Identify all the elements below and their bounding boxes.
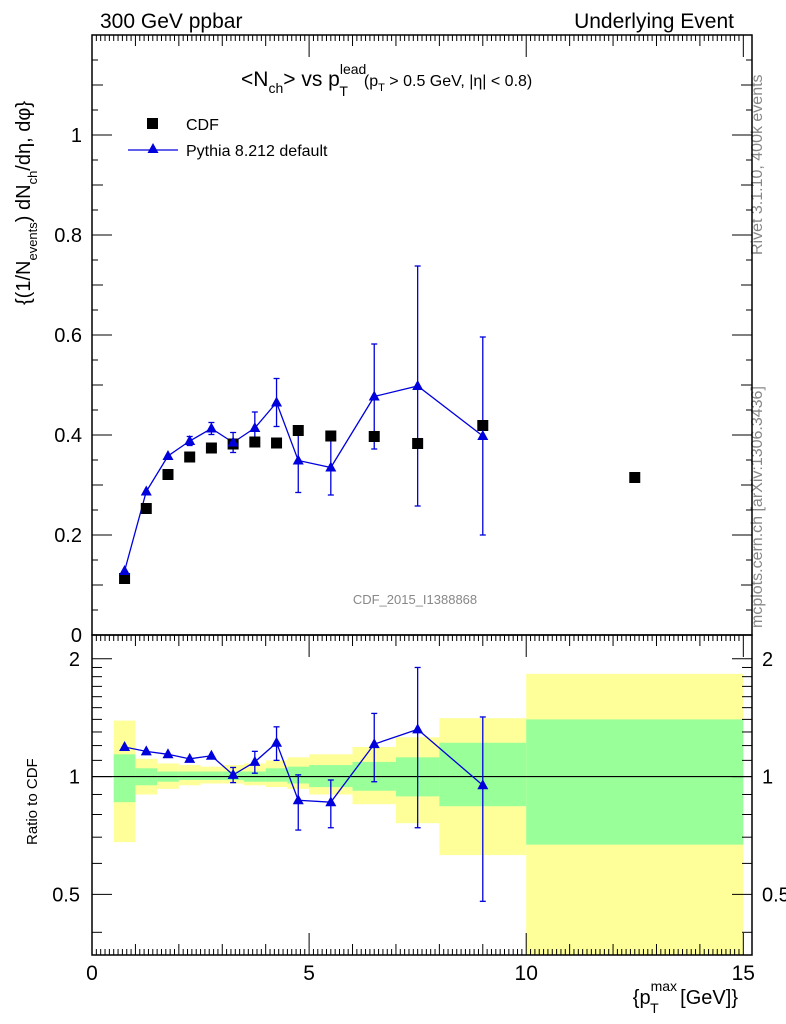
legend-pythia-label: Pythia 8.212 default	[186, 143, 328, 160]
cdf-data-point	[119, 573, 131, 584]
ratio-y-tick-label-right: 1	[762, 767, 773, 789]
pythia-ratio-point	[271, 736, 283, 747]
cdf-uncertainty-band-inner	[113, 754, 136, 803]
pythia-ratio-point	[292, 794, 304, 805]
mcplots-label: mcplots.cern.ch [arXiv:1306.3436]	[749, 386, 766, 628]
cdf-data-point	[477, 420, 489, 431]
pythia-data-point	[184, 435, 196, 445]
legend: CDF Pythia 8.212 default	[128, 117, 328, 160]
ratio-y-tick-label-left: 1	[69, 767, 80, 789]
main-y-tick-label: 0.2	[54, 525, 82, 547]
ratio-panel: 0 5 10 15 0.5 0.5 1 1 2 2 Ratio to CDF {pmax T [Ge…	[24, 634, 786, 1016]
x-tick-label: 5	[303, 962, 315, 985]
pythia-ratio-point	[184, 752, 196, 763]
header-right-text: Underlying Event	[574, 10, 734, 33]
cdf-uncertainty-band-inner	[200, 771, 223, 780]
x-axis-label: {pmax T [GeV]}	[633, 978, 739, 1016]
legend-pythia-triangle-marker	[147, 143, 159, 153]
pythia-ratio-point	[119, 741, 131, 751]
pythia-data-point	[292, 454, 304, 465]
header-left-text: 300 GeV ppbar	[100, 10, 242, 33]
legend-entry-pythia: Pythia 8.212 default	[128, 143, 328, 160]
pythia-data-point	[477, 430, 489, 440]
main-y-tick-label: 0.4	[54, 425, 82, 447]
ratio-y-tick-label-right: 2	[762, 649, 773, 671]
pythia-data-point	[271, 396, 283, 407]
pythia-data-point	[162, 450, 174, 460]
main-y-tick-label: 0	[71, 625, 82, 647]
pythia-ratio-point	[227, 768, 239, 779]
main-plot-title: <Nch> vs plead T(pT > 0.5 GeV, |η| < 0.8)	[241, 61, 532, 99]
x-tick-label: 0	[86, 962, 98, 985]
pythia-data-point	[140, 485, 152, 496]
cdf-data-point	[629, 472, 641, 483]
pythia-data-point	[205, 422, 217, 433]
pythia-ratio-point	[205, 749, 217, 760]
main-axis-ticks: 0 0.2 0.4 0.6 0.8 1	[54, 34, 752, 647]
cdf-data-point	[162, 469, 174, 480]
pythia-ratio-point	[368, 738, 380, 749]
legend-entry-cdf: CDF	[147, 117, 219, 134]
pythia-ratio-point	[325, 796, 337, 807]
main-y-tick-label: 1	[71, 125, 82, 147]
main-y-tick-label: 0.6	[54, 325, 82, 347]
pythia-data-point	[119, 565, 131, 575]
pythia-ratio-point	[249, 755, 261, 766]
cdf-uncertainty-band-inner	[265, 768, 288, 782]
cdf-uncertainty-band-inner	[526, 719, 744, 845]
x-tick-label: 10	[515, 962, 538, 985]
cdf-data-point	[271, 437, 283, 449]
cdf-data-point	[205, 442, 217, 454]
ratio-y-tick-label-right: 0.5	[762, 884, 786, 906]
ratio-plot-content	[92, 666, 752, 955]
ratio-y-tick-label-left: 2	[69, 649, 80, 671]
pythia-ratio-point	[412, 723, 424, 734]
legend-cdf-square-marker	[147, 118, 158, 129]
pythia-ratio-point	[162, 748, 174, 759]
cdf-data-point	[249, 436, 261, 448]
cdf-uncertainty-band-inner	[178, 771, 201, 780]
main-y-axis-label: {(1/Nevents) dNch/dη, dφ}	[13, 101, 40, 305]
cdf-data-point	[368, 431, 380, 442]
ratio-y-axis-label: Ratio to CDF	[24, 758, 41, 845]
ratio-axis-ticks: 0 5 10 15 0.5 0.5 1 1 2 2	[52, 635, 786, 985]
cdf-data-point	[412, 438, 424, 449]
pythia-data-point	[368, 390, 380, 401]
cdf-data-point	[292, 425, 304, 436]
cdf-data-point	[184, 451, 196, 463]
cdf-data-point	[140, 503, 152, 514]
cdf-data-point	[325, 430, 337, 442]
pythia-data-point	[412, 380, 424, 390]
pythia-data-point	[227, 436, 239, 447]
pythia-data-point	[249, 422, 261, 432]
ratio-y-tick-label-left: 0.5	[52, 884, 80, 906]
legend-cdf-label: CDF	[186, 117, 219, 134]
pythia-series-line	[123, 385, 484, 572]
pythia-data-point	[325, 461, 337, 472]
pythia-ratio-point	[477, 779, 489, 790]
x-tick-label: 15	[732, 962, 755, 985]
main-plot-content	[119, 265, 641, 584]
main-panel: 0 0.2 0.4 0.6 0.8 1 <Nch> vs plead T(pT > 0.5 …	[13, 34, 753, 647]
pythia-ratio-point	[140, 745, 152, 756]
main-y-tick-label: 0.8	[54, 225, 82, 247]
rivet-version-label: Rivet 3.1.10, 400k events	[749, 74, 766, 255]
analysis-watermark: CDF_2015_I1388868	[353, 592, 477, 607]
